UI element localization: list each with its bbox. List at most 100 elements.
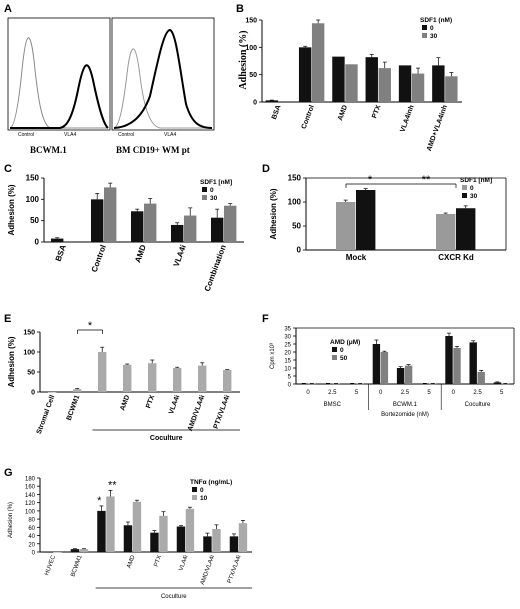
group-label: BMSC xyxy=(324,402,342,408)
bar xyxy=(265,100,279,102)
y-tick-label: 120 xyxy=(25,501,36,507)
bar xyxy=(173,368,182,392)
bar xyxy=(51,238,64,242)
legend-swatch xyxy=(202,195,207,200)
legend-title: TNFα (ng/mL) xyxy=(190,479,232,486)
x-tick-label: AMD/VLA4i xyxy=(200,555,216,586)
bar xyxy=(445,76,458,102)
y-axis-label: Adhesion (%) xyxy=(8,502,14,538)
y-tick-label: 40 xyxy=(28,534,35,540)
x-tick-label: VLA4i xyxy=(168,394,181,415)
bar xyxy=(238,523,248,552)
y-tick-label: 80 xyxy=(28,518,35,524)
x-tick-label: BCWM1 xyxy=(70,554,84,578)
histogram-label-vla4-right: VLA4 xyxy=(164,132,176,138)
bar xyxy=(185,508,195,552)
group-label: Coculture xyxy=(465,402,491,408)
y-tick-label: 15 xyxy=(284,359,291,365)
histogram-curve-control-left xyxy=(9,37,108,129)
x-tick-label: Control xyxy=(90,244,108,274)
y-tick-label: 140 xyxy=(25,493,36,499)
x-tick-label: PTX xyxy=(371,104,382,119)
legend-label: 30 xyxy=(430,33,438,40)
group-label: Coculture xyxy=(161,594,187,600)
legend-title: SDF1 [nM] xyxy=(460,177,492,184)
bar xyxy=(421,383,429,385)
legend-label: 0 xyxy=(340,347,344,354)
panel-a-histogram-left: Control VLA4 BCWM.1 xyxy=(7,17,111,155)
legend-label: 0 xyxy=(210,187,214,194)
legend-swatch xyxy=(192,495,197,500)
bar xyxy=(211,217,224,242)
legend-title: AMD (μM) xyxy=(330,339,360,346)
x-tick-label: PTX/VLA4i xyxy=(227,555,243,585)
y-tick-label: 100 xyxy=(25,509,36,515)
histogram-frame-right xyxy=(111,17,215,131)
bar xyxy=(398,65,412,102)
panel-a-histogram-right: Control VLA4 BM CD19+ WM pt xyxy=(111,17,215,155)
significance-marker: ** xyxy=(422,174,431,186)
legend-swatch xyxy=(422,25,427,30)
bar xyxy=(73,389,82,392)
group-label: BCWM.1 xyxy=(393,402,418,408)
y-tick-label: 150 xyxy=(245,18,257,25)
histogram-label-control-left: Control xyxy=(18,132,34,138)
legend-label: 0 xyxy=(430,25,434,32)
y-axis-label: Adhesion (%) xyxy=(269,188,278,239)
y-tick-label: 100 xyxy=(245,45,257,52)
bar xyxy=(176,526,186,552)
histogram-caption-right: BM CD19+ WM pt xyxy=(116,145,190,155)
bar xyxy=(48,392,57,393)
legend-title: SDF1 [nM] xyxy=(200,179,232,186)
x-tick-label: 5 xyxy=(427,390,431,396)
bar xyxy=(356,383,364,385)
bar xyxy=(212,528,221,552)
panel-letter-b: B xyxy=(236,3,244,15)
x-tick-label: 2.5 xyxy=(401,390,410,396)
panel-letter-a: A xyxy=(4,3,12,15)
x-tick-label: Mock xyxy=(346,253,367,262)
bar xyxy=(445,336,453,384)
bar xyxy=(106,496,115,552)
bar xyxy=(132,501,142,552)
bar xyxy=(469,342,477,384)
bar xyxy=(70,549,80,552)
y-tick-label: 20 xyxy=(28,542,35,548)
panel-letter-c: C xyxy=(4,163,12,175)
bar xyxy=(123,525,133,552)
bar xyxy=(98,352,107,392)
y-tick-label: 60 xyxy=(28,526,35,532)
legend-label: 0 xyxy=(200,487,204,494)
bar xyxy=(300,383,308,385)
x-tick-label: AMD xyxy=(119,394,131,411)
bar xyxy=(131,211,144,242)
y-axis-label: Adhesion (%) xyxy=(7,336,16,387)
bar xyxy=(144,203,157,242)
bar xyxy=(348,383,356,385)
legend-label: 30 xyxy=(210,195,218,202)
bar xyxy=(203,536,212,552)
bar xyxy=(453,348,461,384)
legend-swatch xyxy=(332,347,337,352)
y-tick-label: 160 xyxy=(25,485,36,491)
legend-label: 10 xyxy=(200,495,208,502)
bar xyxy=(97,510,106,552)
chart-b: 0 50 100 150 Adhesion (%) BSA Control AMD PTX VLA… xyxy=(238,17,462,152)
x-tick-label: PTX xyxy=(145,394,156,409)
bar xyxy=(477,372,485,384)
y-tick-label: 100 xyxy=(26,195,40,204)
y-tick-label: 50 xyxy=(292,222,301,231)
bar xyxy=(436,214,456,250)
bar xyxy=(336,202,356,250)
legend-label: 50 xyxy=(340,355,348,362)
bar xyxy=(356,190,376,250)
chart-c: 0 50 100 150 Adhesion (%) BSA Control AMD VLA4i C… xyxy=(7,174,244,293)
y-axis-label: Adhesion (%) xyxy=(238,30,249,89)
chart-d: 0 50 100 150 Adhesion (%) Mock CXCR Kd SDF1 [nM… xyxy=(269,174,507,262)
y-tick-label: 100 xyxy=(288,198,302,207)
bar xyxy=(229,536,239,552)
x-tick-label: AMD xyxy=(133,243,148,263)
y-tick-label: 0 xyxy=(253,100,257,107)
